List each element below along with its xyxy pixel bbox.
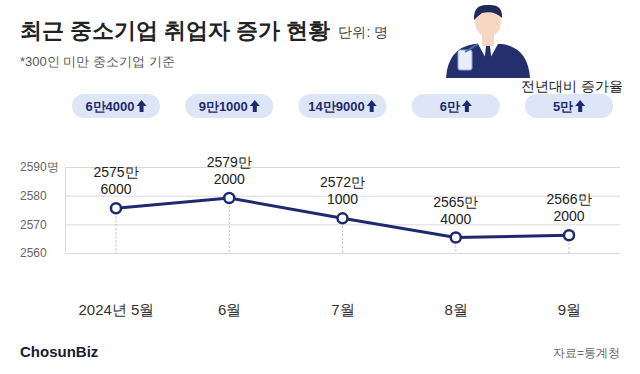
y-tick-label: 2570 [20, 218, 47, 232]
increase-pill: 6만 [412, 94, 500, 118]
pill-arrow [462, 100, 472, 112]
x-tick-label: 2024년 5월 [79, 301, 155, 318]
x-tick: 2024년 5월 [79, 301, 155, 318]
pill-box [185, 94, 273, 118]
increase-title: 전년대비 증가율 [521, 78, 623, 94]
source: 자료=통계청 [553, 346, 620, 360]
increase-pill: 6만4000 [72, 94, 160, 118]
y-tick: 2570 [20, 218, 620, 232]
pill-label: 5만 [553, 99, 573, 114]
increase-pill: 9만1000 [185, 94, 273, 118]
icon-badge [458, 50, 472, 70]
y-tick-label: 2560 [20, 246, 47, 260]
y-tick: 2560 [20, 246, 620, 260]
icon-lanyard [465, 44, 478, 52]
x-tick: 8월 [445, 301, 468, 318]
pill-label: 6만 [440, 99, 460, 114]
data-label: 2565만4000 [433, 194, 478, 227]
x-tick: 7월 [331, 301, 354, 318]
subtitle: *300인 미만 중소기업 기준 [20, 54, 175, 69]
chart: 최근 중소기업 취업자 증가 현황 단위: 명 *300인 미만 중소기업 기준전년… [0, 0, 640, 374]
icon-tie [484, 46, 492, 70]
data-label: 2572만1000 [320, 174, 365, 207]
x-axis: 2024년 5월 6월 7월 8월 9월 [79, 301, 582, 318]
pill-label: 9만1000 [199, 99, 248, 114]
x-tick: 9월 [558, 301, 581, 318]
pill-box [525, 94, 613, 118]
increase-pill: 14만9000 [299, 94, 387, 118]
grid-line [65, 253, 620, 254]
data-label: 2579만2000 [207, 154, 252, 187]
icon-hair [474, 5, 502, 20]
data-labels: 2575만6000 2579만2000 2572만1000 2565만4000 2566… [93, 154, 591, 227]
marker [111, 203, 121, 213]
drop-line [229, 198, 230, 253]
y-axis: 2560 2570 2580 2590명 [20, 160, 620, 260]
y-tick-label: 2590명 [20, 160, 59, 174]
x-tick-label: 6월 [218, 301, 241, 318]
pill-arrow [367, 100, 377, 112]
x-tick-label: 7월 [331, 301, 354, 318]
data-label: 2575만6000 [93, 164, 138, 197]
marker [338, 213, 348, 223]
marker [451, 233, 461, 243]
increase-pill: 5만 [525, 94, 613, 118]
y-axis-line [66, 168, 621, 254]
unit-note: 단위: 명 [338, 24, 388, 40]
pill-arrow [250, 100, 260, 112]
y-tick-label: 2580 [20, 189, 47, 203]
pill-box [299, 94, 387, 118]
pill-box [72, 94, 160, 118]
x-tick-label: 9월 [558, 301, 581, 318]
marker [224, 193, 234, 203]
icon-body [446, 44, 530, 78]
pill-arrow [575, 100, 585, 112]
pill-arrow [137, 100, 147, 112]
data-label: 2566만2000 [546, 191, 591, 224]
pill-label: 6만4000 [85, 99, 134, 114]
x-tick: 6월 [218, 301, 241, 318]
pill-label: 14만9000 [308, 99, 364, 114]
increase-pills: 6만4000 9만1000 14만9000 6만 5만 [72, 94, 613, 118]
plot: 2560 2570 2580 2590명 2024년 5월 6월 7월 8월 9월 2575만60… [20, 154, 620, 318]
drop-line [115, 208, 116, 253]
logo: ChosunBiz [20, 343, 98, 360]
x-tick-label: 8월 [445, 301, 468, 318]
grid-line [65, 167, 620, 168]
title: 최근 중소기업 취업자 증가 현황 [20, 18, 330, 43]
person-icon [446, 5, 530, 78]
pill-box [412, 94, 500, 118]
marker [564, 230, 574, 240]
